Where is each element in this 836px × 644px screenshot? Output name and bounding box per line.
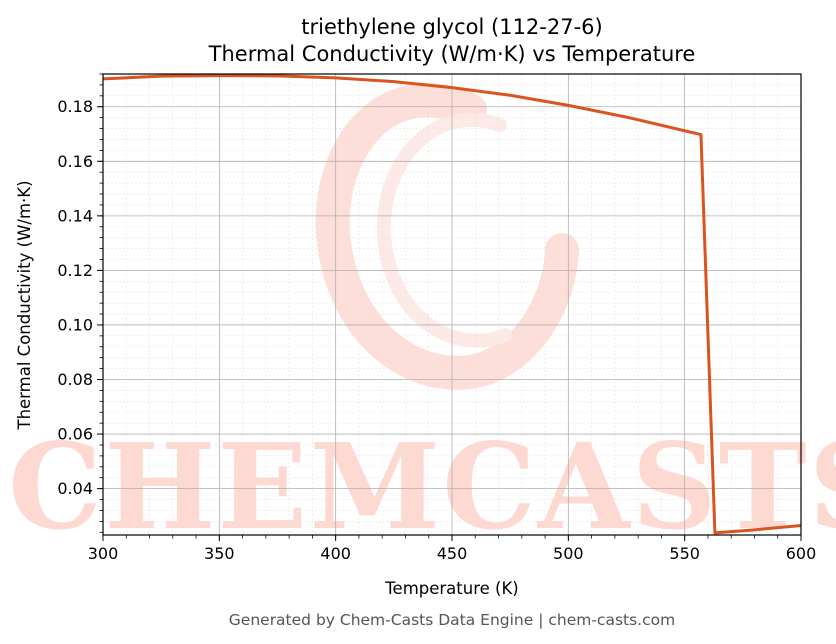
- y-tick-label: 0.18: [57, 97, 93, 116]
- y-axis-label: Thermal Conductivity (W/m·K): [15, 180, 34, 430]
- x-tick-label: 350: [204, 544, 235, 563]
- x-axis-ticks: 300 350 400 450 500 550 600: [88, 535, 817, 563]
- x-tick-label: 300: [88, 544, 119, 563]
- y-tick-label: 0.04: [57, 479, 93, 498]
- x-tick-label: 400: [320, 544, 351, 563]
- x-axis-label: Temperature (K): [384, 579, 518, 598]
- y-tick-label: 0.10: [57, 315, 93, 334]
- y-axis-ticks: 0.04 0.06 0.08 0.10 0.12 0.14 0.16 0.18: [57, 73, 103, 533]
- chart-title: triethylene glycol (112-27-6): [301, 15, 602, 39]
- watermark-text: CHEMCASTS: [8, 417, 836, 556]
- y-tick-label: 0.16: [57, 152, 93, 171]
- footer-credit: Generated by Chem-Casts Data Engine | ch…: [229, 611, 675, 629]
- series-line: [102, 74, 802, 535]
- y-tick-label: 0.08: [57, 370, 93, 389]
- chart-subtitle: Thermal Conductivity (W/m·K) vs Temperat…: [208, 42, 696, 66]
- y-tick-label: 0.06: [57, 425, 93, 444]
- chemcasts-watermark: CHEMCASTS: [8, 83, 836, 556]
- x-tick-label: 550: [669, 544, 700, 563]
- x-tick-label: 500: [553, 544, 584, 563]
- x-tick-label: 600: [786, 544, 817, 563]
- watermark-logo-swirl: [315, 83, 579, 390]
- major-grid: [102, 74, 802, 535]
- x-tick-label: 450: [437, 544, 468, 563]
- y-tick-label: 0.14: [57, 206, 93, 225]
- y-tick-label: 0.12: [57, 261, 93, 280]
